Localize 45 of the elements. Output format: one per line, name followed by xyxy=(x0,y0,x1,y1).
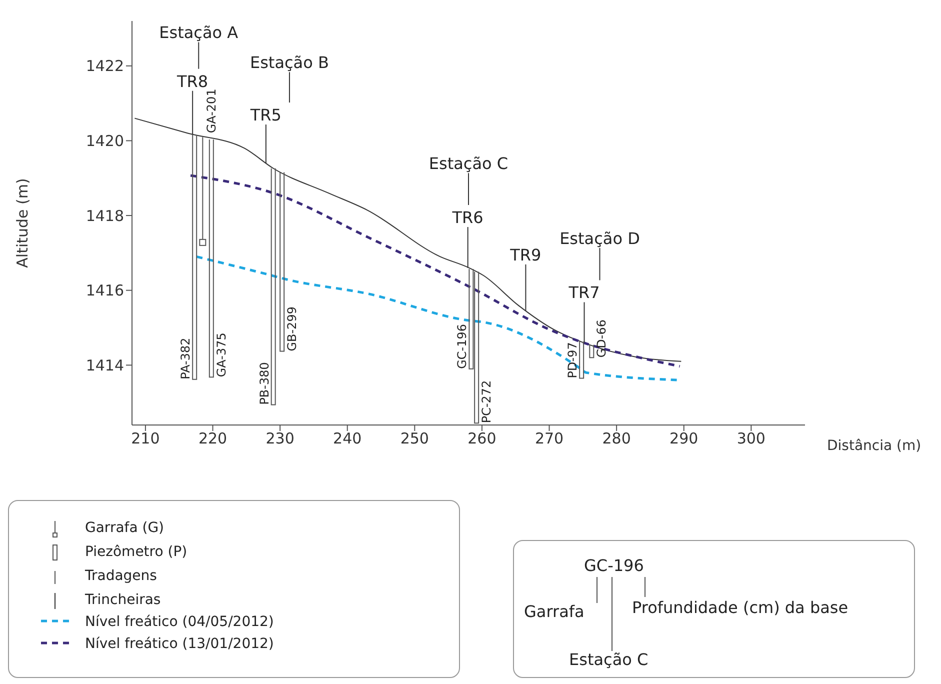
x-axis-title: Distância (m) xyxy=(827,438,922,454)
annotation: TR7 xyxy=(568,283,600,302)
annotation: Estação A xyxy=(159,23,238,42)
annotation: TR9 xyxy=(509,245,542,264)
y-tick-label: 1418 xyxy=(86,206,124,225)
legend-label: Nível freático (04/05/2012) xyxy=(85,614,274,630)
annotation: PD-97 xyxy=(566,342,580,378)
annotation: GB-299 xyxy=(285,306,300,352)
annotation: Estação C xyxy=(428,154,508,174)
x-tick-label: 300 xyxy=(736,430,766,448)
annotation: PB-380 xyxy=(257,362,272,405)
y-tick-label: 1416 xyxy=(86,282,124,300)
annotation: PA-382 xyxy=(178,338,193,380)
x-tick-label: 220 xyxy=(198,430,228,448)
y-tick-label: 1422 xyxy=(86,57,124,76)
text: GC-196 xyxy=(584,556,644,575)
annotation: PC-272 xyxy=(480,380,494,424)
text: Garrafa (G) xyxy=(85,520,164,536)
annotation: TR6 xyxy=(451,208,484,228)
annotation: GC-196 xyxy=(455,324,470,369)
annotation: GA-201 xyxy=(204,88,219,134)
x-tick-label: 260 xyxy=(468,430,496,448)
text: Trincheiras xyxy=(84,592,161,608)
annotation: GD-66 xyxy=(594,320,609,358)
x-tick-label: 270 xyxy=(534,430,564,448)
y-axis-title: Altitude (m) xyxy=(13,178,32,268)
text: Profundidade (cm) da base xyxy=(632,598,848,617)
annotation: GA-375 xyxy=(214,332,228,378)
y-tick-label: 1420 xyxy=(86,132,124,150)
x-tick-label: 240 xyxy=(333,430,362,448)
legend-label: Nível freático (13/01/2012) xyxy=(85,636,274,652)
x-tick-label: 280 xyxy=(602,430,631,448)
y-tick-label: 1414 xyxy=(86,356,124,374)
annotation: Estação D xyxy=(560,228,640,248)
annotation: TR8 xyxy=(176,72,208,91)
x-tick-label: 290 xyxy=(670,430,698,448)
x-tick-label: 250 xyxy=(400,430,429,448)
text: Estação C xyxy=(569,650,648,669)
x-tick-label: 230 xyxy=(266,430,294,448)
annotation: Estação B xyxy=(250,53,329,72)
text: Piezômetro (P) xyxy=(85,544,188,560)
text: Garrafa xyxy=(524,602,584,621)
annotation: TR5 xyxy=(249,106,282,125)
x-tick-label: 210 xyxy=(131,430,160,448)
text: Tradagens xyxy=(84,568,157,584)
